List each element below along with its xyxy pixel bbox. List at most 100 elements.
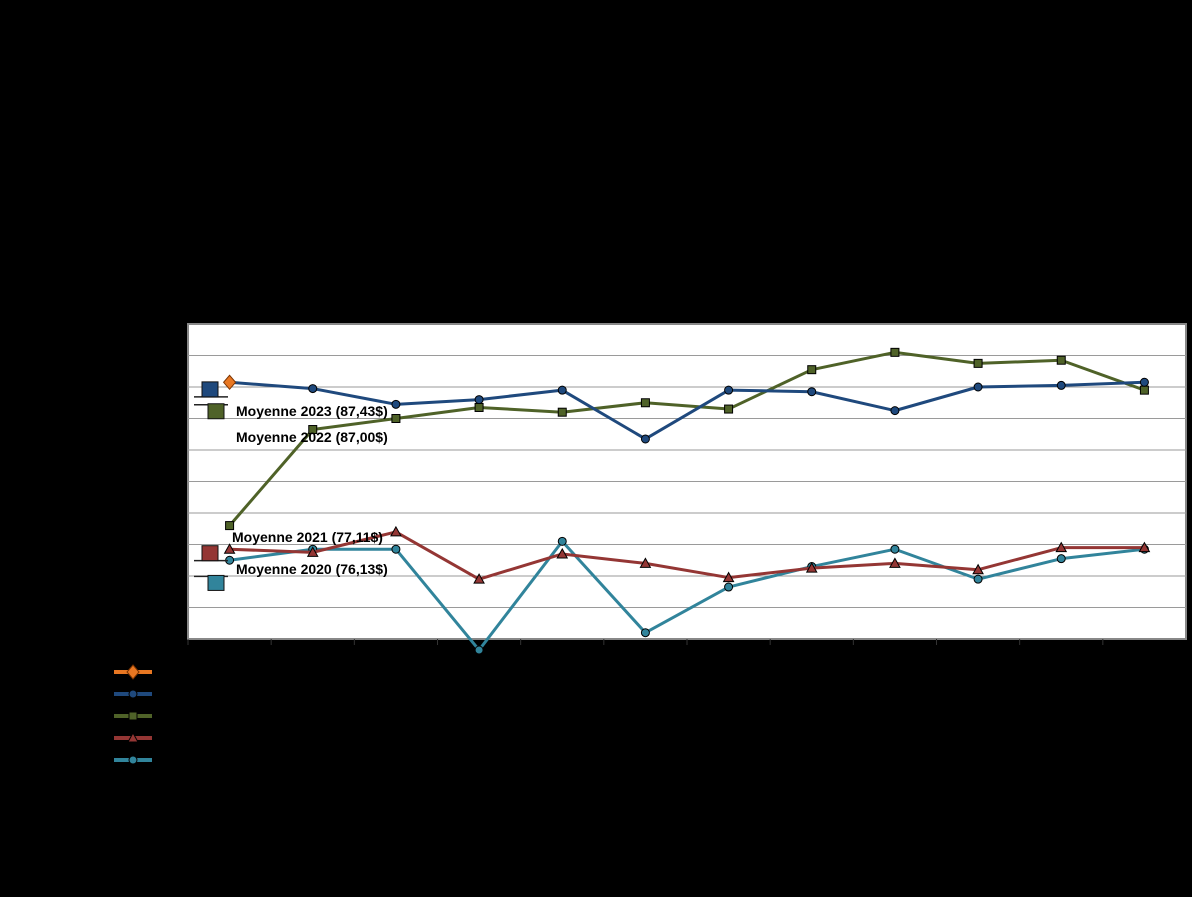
data-point (724, 404, 734, 414)
data-point (1138, 541, 1151, 553)
average-label: Moyenne 2022 (87,00$) (236, 429, 388, 445)
series-lines (222, 347, 1151, 655)
data-point (474, 402, 484, 412)
data-point (128, 689, 138, 699)
data-point (308, 425, 318, 435)
data-point (128, 755, 138, 765)
average-label: Moyenne 2021 (77,11$) (232, 529, 383, 545)
table-cell: 86,04 (381, 710, 411, 724)
table-cell: 75,92 (714, 732, 744, 746)
series-line (228, 350, 1145, 527)
x-tick-label: juin (635, 644, 655, 658)
data-point (473, 573, 485, 584)
table-cell: 77,08 (1046, 754, 1076, 768)
y-axis-label: $ / hl (79, 477, 120, 497)
x-axis-ticks: janvierfévriermarsavrilmaijuinjuilletaoû… (187, 639, 1172, 658)
y-tick-label: 86.00 (133, 411, 176, 430)
table-cell: 86,44 (547, 710, 577, 724)
x-tick-label: juillet (714, 644, 743, 658)
data-point (557, 385, 567, 395)
data-point (556, 547, 569, 559)
table-cell: 77,86 (1046, 732, 1076, 746)
table-cell: 86,71 (464, 710, 494, 724)
table-cell: 71,30 (464, 754, 494, 768)
legend-label: 2020 (156, 732, 183, 746)
data-point (890, 406, 900, 416)
average-marker-square (207, 403, 225, 420)
table-cell: 87,76 (547, 688, 577, 702)
table-cell: 87,03 (630, 710, 660, 724)
table-cell: 76,84 (630, 732, 660, 746)
y-tick-label: 82.00 (133, 474, 176, 493)
data-point (889, 557, 901, 568)
x-tick-label: décembre (1118, 644, 1172, 658)
table-cell: 88,08 (1046, 688, 1076, 702)
chart-subtitle-line-2: (en $ / 100 kg de lait) (530, 278, 662, 294)
data-point (1139, 385, 1149, 395)
table-cell: 72,40 (630, 754, 660, 768)
table-cell: 86,51 (880, 688, 910, 702)
x-tick-label: février (296, 644, 329, 658)
table-cell: 89,52 (963, 710, 993, 724)
data-point (128, 711, 138, 721)
table-cell: 88,01 (963, 688, 993, 702)
data-point (805, 562, 818, 573)
data-point (390, 525, 402, 537)
table-cell: 77,84 (1129, 732, 1159, 746)
average-marker-square (207, 574, 225, 591)
table-cell: 77,68 (381, 754, 411, 768)
data-point (724, 582, 734, 592)
legend-label: 2022 (156, 688, 183, 702)
y-tick-label: 90.00 (133, 348, 176, 367)
data-point (639, 557, 652, 568)
average-marker: Moyenne 2023 (87,43$) (194, 381, 388, 419)
table-cell: 90,24 (880, 710, 910, 724)
data-point (557, 536, 567, 546)
table-cell: 77,42 (547, 732, 577, 746)
x-tick-label: mars (383, 644, 410, 658)
y-tick-label: 80.00 (133, 505, 176, 524)
data-point (1056, 380, 1066, 390)
legend-label: 2023 (156, 666, 183, 680)
table-row: 2020 77,68 77,51 78,85 75,83 77,42 76,84 75,92 7… (114, 731, 1160, 746)
series-2023 (222, 374, 237, 391)
table-cell: 88,28 (1129, 688, 1159, 702)
y-axis-ticks: 92.00 90.00 88.00 86.00 84.00 82.00 80.00 78.00… (133, 316, 176, 650)
table-cell: 76,98 (215, 754, 245, 768)
table-row: 2023 88,28 (114, 664, 245, 680)
table-cell: 87,88 (298, 688, 328, 702)
data-point (126, 664, 140, 680)
chart-subtitle-line-1: Prix payé aux producteurs ($/quintal) po… (356, 258, 836, 274)
data-point (890, 544, 900, 554)
table-row: 2022 88,28 87,88 86,86 87,19 87,76 84,72 87,76 8… (114, 688, 1160, 702)
average-annotations: Moyenne 2023 (87,43$) Moyenne 2022 (87,00… (194, 381, 388, 591)
table-cell: 87,84 (1129, 710, 1159, 724)
table-cell: 88,28 (215, 666, 245, 680)
x-tick-label: novembre (1035, 644, 1089, 658)
data-point (306, 546, 319, 557)
table-cell: 87,66 (797, 688, 827, 702)
table-cell: 89,68 (1046, 710, 1076, 724)
table-cell: 75,83 (464, 732, 494, 746)
data-point (640, 628, 650, 638)
data-point (640, 398, 650, 408)
legend-label: 2021 (156, 710, 183, 724)
series-2022 (225, 377, 1149, 444)
data-table: 2023 88,28 2022 88,28 87,88 86,86 87,19 87,76 84… (114, 664, 1160, 768)
average-marker: Moyenne 2022 (87,00$) (194, 403, 388, 445)
table-cell: 85,30 (298, 710, 328, 724)
table-cell: 87,76 (714, 688, 744, 702)
y-tick-label: 84.00 (133, 442, 176, 461)
table-cell: 77,51 (298, 732, 328, 746)
data-point (1055, 541, 1068, 553)
data-point (1056, 554, 1066, 564)
data-point (391, 544, 401, 554)
series-2021 (225, 347, 1149, 531)
table-cell: 76,84 (880, 732, 910, 746)
table-cell: 86,86 (381, 688, 411, 702)
table-cell: 87,19 (464, 688, 494, 702)
table-cell: 76,54 (797, 732, 827, 746)
x-tick-label: janvier (211, 644, 247, 658)
x-tick-label: mai (553, 644, 572, 658)
